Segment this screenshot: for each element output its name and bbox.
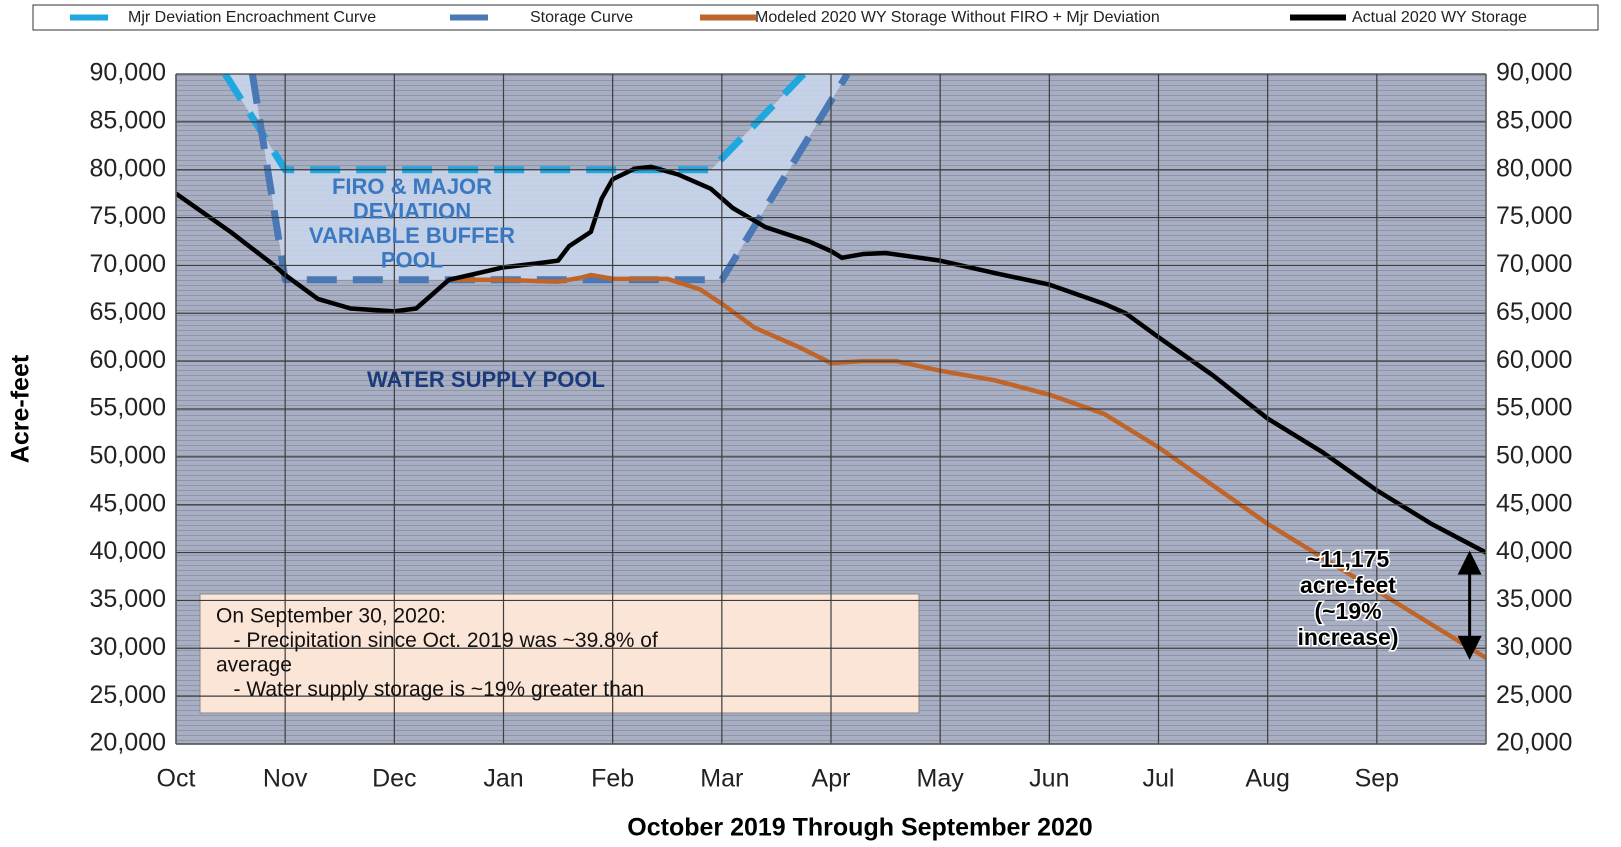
arrow-head	[1457, 635, 1482, 660]
x-tick-label: Mar	[700, 765, 743, 793]
y2-tick-label: 65,000	[1496, 298, 1572, 326]
y-tick-label: 60,000	[90, 346, 166, 374]
y-tick-label: 85,000	[90, 106, 166, 134]
x-tick-label: Oct	[157, 765, 196, 793]
series-line	[176, 164, 1486, 555]
note-text: - Water supply storage is ~19% greater t…	[216, 678, 644, 701]
buffer-pool-area	[225, 74, 848, 280]
y-tick-label: 25,000	[90, 681, 166, 709]
x-tick-label: Jul	[1143, 765, 1175, 793]
difference-label: increase)	[1297, 624, 1398, 650]
y-tick-label: 80,000	[90, 154, 166, 182]
legend-label: Mjr Deviation Encroachment Curve	[128, 9, 376, 26]
y-tick-label: 20,000	[90, 729, 166, 757]
y2-tick-label: 50,000	[1496, 441, 1572, 469]
y2-tick-label: 55,000	[1496, 394, 1572, 422]
x-tick-label: Feb	[591, 765, 634, 793]
y-tick-label: 90,000	[90, 59, 166, 87]
y-tick-label: 30,000	[90, 633, 166, 661]
difference-label: acre-feet	[1300, 572, 1396, 598]
y-tick-label: 70,000	[90, 250, 166, 278]
y2-tick-label: 60,000	[1496, 346, 1572, 374]
y2-tick-label: 80,000	[1496, 154, 1572, 182]
legend-label: Storage Curve	[530, 9, 633, 26]
y-tick-label: 75,000	[90, 202, 166, 230]
y-axis-label: Acre-feet	[7, 354, 35, 463]
x-tick-label: Nov	[263, 765, 308, 793]
region-label: WATER SUPPLY POOL	[367, 367, 605, 392]
arrow-head	[1457, 550, 1482, 575]
x-tick-label: May	[917, 765, 965, 793]
legend-label: Modeled 2020 WY Storage Without FIRO + M…	[755, 9, 1160, 26]
difference-label: ~11,175	[1307, 546, 1390, 572]
y-tick-label: 45,000	[90, 489, 166, 517]
y-tick-label: 55,000	[90, 394, 166, 422]
y2-tick-label: 75,000	[1496, 202, 1572, 230]
y-tick-label: 35,000	[90, 585, 166, 613]
y2-tick-label: 25,000	[1496, 681, 1572, 709]
difference-label: (~19%	[1314, 598, 1381, 624]
y2-tick-label: 20,000	[1496, 729, 1572, 757]
legend-label: Actual 2020 WY Storage	[1352, 9, 1527, 26]
y-tick-label: 50,000	[90, 441, 166, 469]
y-tick-label: 40,000	[90, 537, 166, 565]
y2-tick-label: 40,000	[1496, 537, 1572, 565]
y2-tick-label: 30,000	[1496, 633, 1572, 661]
x-axis-label: October 2019 Through September 2020	[627, 814, 1092, 842]
region-label: DEVIATION	[353, 198, 471, 223]
x-tick-label: Dec	[372, 765, 416, 793]
note-text: On September 30, 2020:	[216, 605, 446, 628]
y2-tick-label: 70,000	[1496, 250, 1572, 278]
note-text: average	[216, 654, 292, 677]
y2-tick-label: 45,000	[1496, 489, 1572, 517]
note-text: - Precipitation since Oct. 2019 was ~39.…	[216, 629, 658, 652]
region-label: POOL	[381, 247, 443, 272]
region-label: FIRO & MAJOR	[332, 174, 492, 199]
x-tick-label: Sep	[1355, 765, 1399, 793]
x-tick-label: Jun	[1029, 765, 1069, 793]
note-box	[199, 593, 920, 714]
y2-tick-label: 35,000	[1496, 585, 1572, 613]
x-tick-label: Jan	[483, 765, 523, 793]
x-tick-label: Apr	[812, 765, 851, 793]
x-tick-label: Aug	[1245, 765, 1289, 793]
y2-tick-label: 90,000	[1496, 59, 1572, 87]
y-tick-label: 65,000	[90, 298, 166, 326]
y2-tick-label: 85,000	[1496, 106, 1572, 134]
region-label: VARIABLE BUFFER	[309, 223, 515, 248]
